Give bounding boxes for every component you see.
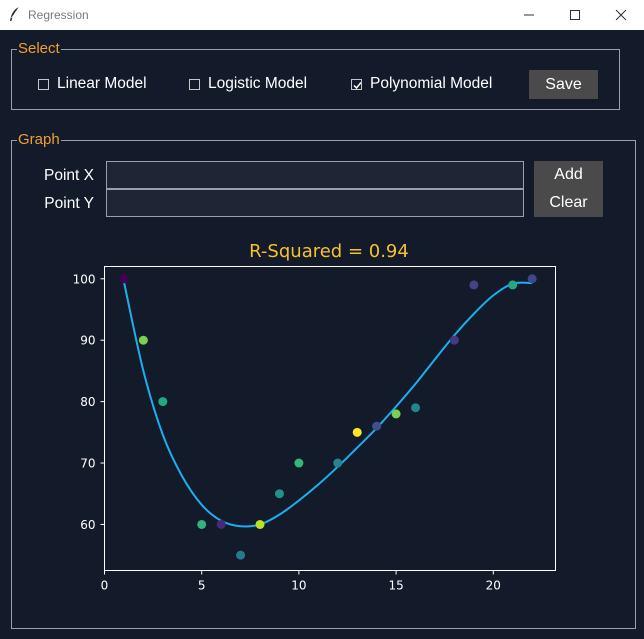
minimize-icon bbox=[524, 14, 534, 16]
logistic-model-checkbox[interactable]: Logistic Model bbox=[189, 75, 307, 93]
add-button[interactable]: Add bbox=[534, 161, 603, 189]
polynomial-model-checkbox[interactable]: Polynomial Model bbox=[351, 75, 492, 93]
close-icon bbox=[615, 9, 627, 21]
logistic-model-label: Logistic Model bbox=[208, 75, 308, 92]
checkbox-box bbox=[38, 78, 49, 90]
graph-legend: Graph bbox=[17, 131, 61, 149]
clear-button[interactable]: Clear bbox=[534, 189, 603, 217]
point-y-label: Point Y bbox=[44, 195, 94, 212]
point-x-label: Point X bbox=[44, 167, 94, 184]
select-legend: Select bbox=[17, 40, 61, 58]
title-bar: Regression bbox=[0, 0, 644, 30]
linear-model-label: Linear Model bbox=[57, 75, 147, 92]
save-button[interactable]: Save bbox=[529, 70, 598, 99]
point-y-input[interactable] bbox=[106, 189, 524, 217]
minimize-button[interactable] bbox=[506, 0, 552, 30]
linear-model-checkbox[interactable]: Linear Model bbox=[38, 75, 147, 93]
select-group: Select Linear Model Logistic Model Polyn… bbox=[11, 40, 620, 110]
checkbox-box bbox=[189, 78, 200, 90]
checkbox-box bbox=[351, 78, 362, 90]
window-title: Regression bbox=[28, 8, 89, 22]
graph-group: Graph Point X Point Y Add Clear bbox=[11, 131, 636, 629]
close-button[interactable] bbox=[598, 0, 644, 30]
maximize-icon bbox=[570, 10, 580, 20]
maximize-button[interactable] bbox=[552, 0, 598, 30]
app-feather-icon bbox=[8, 6, 22, 22]
point-x-input[interactable] bbox=[106, 161, 524, 189]
polynomial-model-label: Polynomial Model bbox=[370, 75, 493, 92]
checkmark-icon bbox=[353, 81, 362, 89]
